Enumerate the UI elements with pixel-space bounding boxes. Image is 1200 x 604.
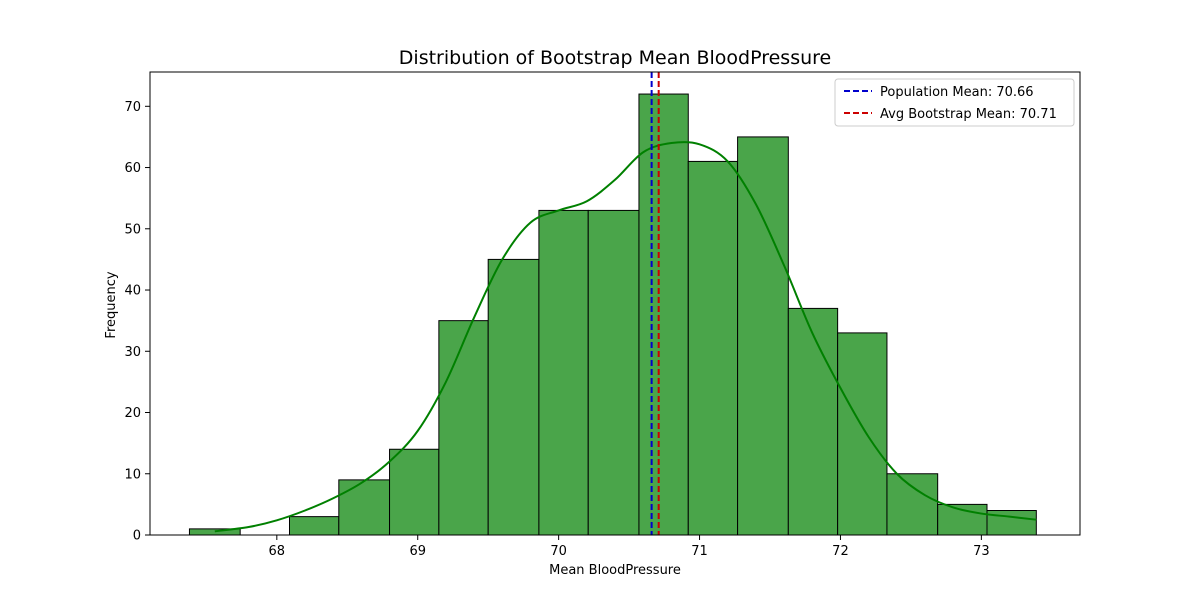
histogram-bar [438,320,489,536]
histogram-bar [787,307,839,536]
x-tick-label: 72 [832,544,849,559]
histogram-bar [687,160,739,536]
x-tick-label: 73 [973,544,990,559]
y-tick-label: 30 [124,345,141,360]
histogram-bar [487,258,540,536]
histogram-bar [638,93,689,536]
y-tick-label: 70 [124,100,141,115]
histogram-bar [389,448,440,536]
x-tick-label: 69 [409,544,426,559]
y-tick-label: 50 [124,222,141,237]
histogram-bar [837,332,888,536]
x-axis-ticks: 68 69 70 71 72 73 [269,535,990,559]
y-tick-label: 40 [124,284,141,299]
y-tick-label: 10 [124,467,141,482]
histogram-bar [587,209,640,536]
plot-frame [149,71,1081,536]
legend-entry-label: Population Mean: 70.66 [880,85,1034,100]
x-axis-label: Mean BloodPressure [549,563,681,578]
histogram-bar [737,136,789,536]
kde-curve [214,141,1037,533]
histogram-bar [538,209,589,536]
reference-lines [650,72,660,535]
y-axis-ticks: 0 10 20 30 40 50 60 70 [124,100,150,544]
legend-entry-label: Avg Bootstrap Mean: 70.71 [880,107,1057,122]
x-tick-label: 70 [550,544,567,559]
legend-box [834,78,1075,127]
x-tick-label: 71 [691,544,708,559]
y-tick-label: 60 [124,161,141,176]
legend-items: Population Mean: 70.66 Avg Bootstrap Mean… [844,85,1057,122]
histogram-bar [338,479,391,536]
chart-title: Distribution of Bootstrap Mean BloodPres… [399,47,831,69]
y-tick-label: 20 [124,406,141,421]
x-tick-label: 68 [269,544,286,559]
histogram-bar [289,516,340,536]
y-axis-label: Frequency [104,271,119,338]
y-tick-label: 0 [133,529,141,544]
histogram-bars [188,93,1037,536]
legend: Population Mean: 70.66 Avg Bootstrap Mean… [834,78,1075,127]
histogram-bar [886,473,939,536]
